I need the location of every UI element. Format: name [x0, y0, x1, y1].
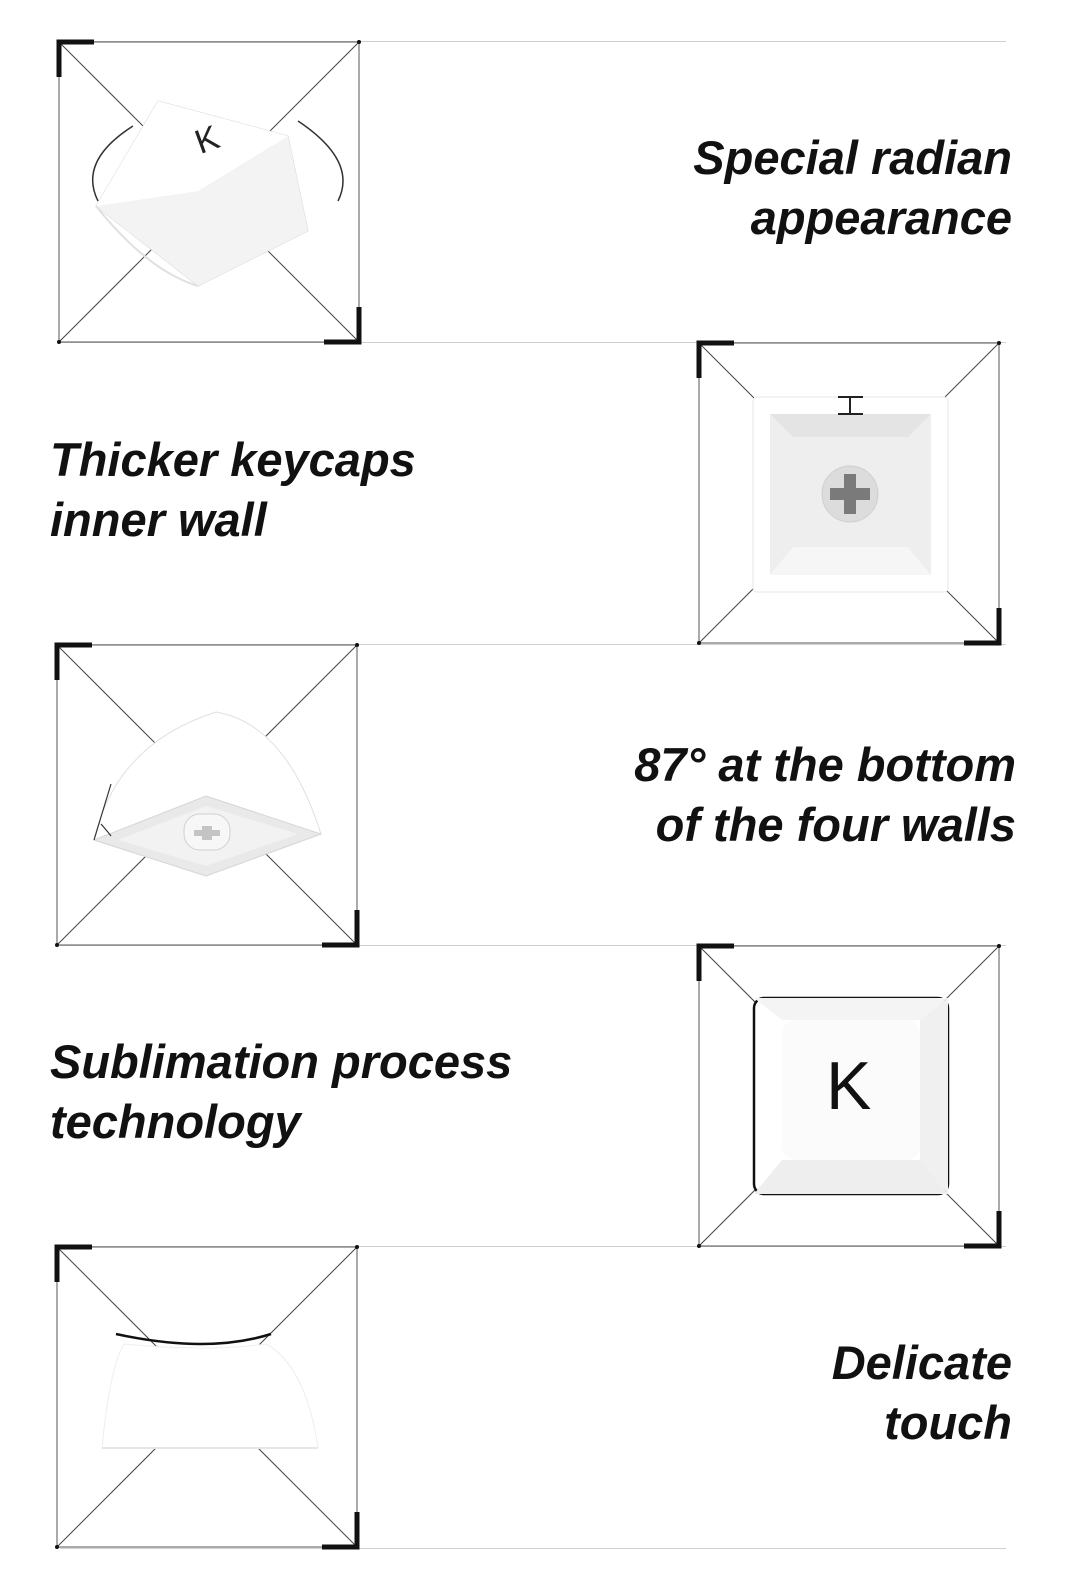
keycap-legend: K: [826, 1048, 872, 1124]
caption-line: appearance: [750, 191, 1012, 244]
curved-keycap-icon: [56, 39, 362, 345]
feature-caption-inner-wall: Thicker keycaps inner wall: [50, 430, 416, 550]
feature-frame-radian: K: [56, 39, 362, 345]
keycap-side-profile-icon: [54, 1244, 360, 1550]
feature-caption-angle: 87° at the bottom of the four walls: [634, 735, 1016, 855]
guide-line: [60, 342, 1006, 343]
caption-line: Delicate: [831, 1336, 1012, 1389]
feature-caption-radian: Special radian appearance: [693, 128, 1012, 248]
guide-line: [60, 1246, 1006, 1247]
caption-line: Sublimation process: [50, 1035, 513, 1088]
caption-line: technology: [50, 1095, 301, 1148]
feature-caption-sublimation: Sublimation process technology: [50, 1032, 512, 1152]
caption-line: 87° at the bottom: [634, 738, 1016, 791]
keycap-angle-icon: [54, 642, 360, 948]
guide-line: [60, 644, 1006, 645]
guide-line: [60, 945, 1006, 946]
feature-frame-angle: [54, 642, 360, 948]
caption-line: touch: [884, 1396, 1012, 1449]
feature-frame-inner-wall: [696, 340, 1002, 646]
guide-line: [60, 1548, 1006, 1549]
feature-frame-touch: [54, 1244, 360, 1550]
keycap-bottom-view-icon: [696, 340, 1002, 646]
feature-caption-touch: Delicate touch: [832, 1333, 1012, 1453]
caption-line: Special radian: [693, 131, 1012, 184]
caption-line: Thicker keycaps: [50, 433, 416, 486]
caption-line: of the four walls: [655, 798, 1016, 851]
keycap-top-view-icon: [696, 943, 1002, 1249]
guide-line: [60, 41, 1006, 42]
caption-line: inner wall: [50, 493, 267, 546]
feature-frame-sublimation: K: [696, 943, 1002, 1249]
